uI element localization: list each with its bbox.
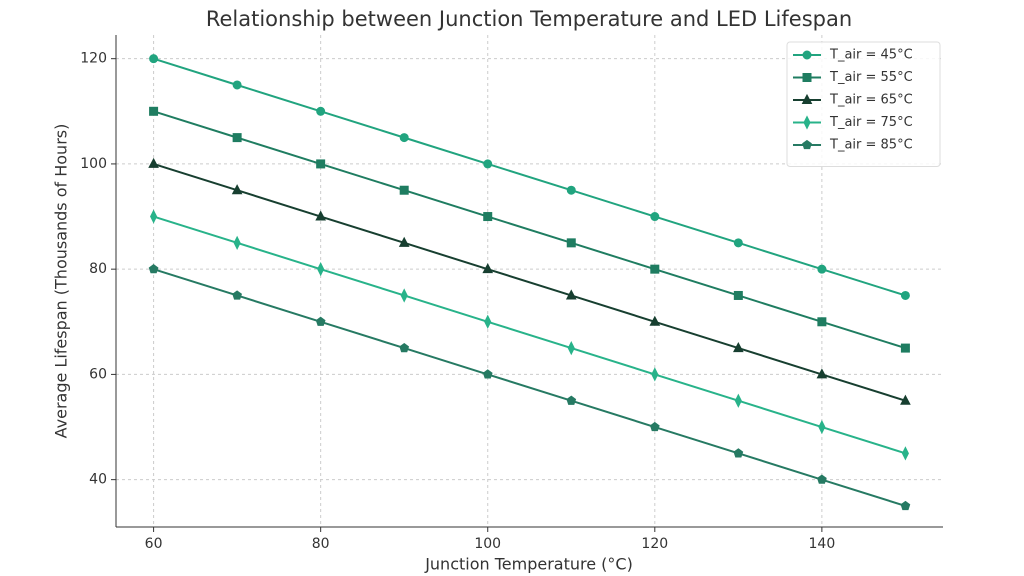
y-tick-label: 120 bbox=[80, 51, 107, 67]
marker bbox=[315, 210, 326, 221]
marker bbox=[399, 342, 410, 353]
series-line bbox=[153, 268, 906, 507]
x-axis-label: Junction Temperature (°C) bbox=[424, 555, 633, 574]
marker bbox=[400, 288, 408, 303]
marker bbox=[232, 290, 242, 300]
marker bbox=[650, 264, 660, 274]
series-line bbox=[153, 57, 906, 297]
legend-label: T_air = 65°C bbox=[829, 93, 913, 108]
marker bbox=[733, 342, 744, 353]
marker bbox=[566, 185, 576, 195]
legend-label: T_air = 55°C bbox=[829, 70, 913, 85]
series-line bbox=[153, 110, 906, 350]
marker bbox=[900, 343, 910, 353]
marker bbox=[231, 184, 243, 195]
marker bbox=[149, 54, 159, 64]
marker bbox=[148, 264, 159, 274]
marker bbox=[734, 393, 742, 408]
legend-label: T_air = 85°C bbox=[829, 138, 913, 153]
marker bbox=[649, 315, 661, 326]
marker bbox=[803, 115, 811, 130]
marker bbox=[733, 448, 744, 458]
y-tick-label: 100 bbox=[80, 156, 107, 172]
marker bbox=[149, 106, 159, 116]
legend-box bbox=[786, 41, 941, 167]
marker bbox=[398, 236, 410, 247]
marker bbox=[399, 185, 409, 195]
marker bbox=[232, 80, 242, 90]
marker bbox=[817, 317, 827, 327]
marker bbox=[901, 446, 909, 461]
marker bbox=[483, 212, 493, 222]
marker bbox=[316, 106, 326, 116]
marker bbox=[817, 264, 827, 274]
marker bbox=[484, 314, 492, 329]
marker bbox=[900, 394, 911, 405]
marker bbox=[482, 263, 494, 274]
x-tick-label: 120 bbox=[641, 536, 668, 552]
y-axis-label: Average Lifespan (Thousands of Hours) bbox=[52, 124, 71, 439]
marker bbox=[817, 474, 827, 484]
marker bbox=[649, 421, 660, 432]
marker bbox=[802, 73, 812, 82]
marker bbox=[802, 50, 812, 60]
marker bbox=[399, 133, 409, 143]
marker bbox=[801, 93, 813, 104]
marker bbox=[900, 290, 910, 300]
x-tick-label: 80 bbox=[312, 536, 330, 552]
marker bbox=[733, 238, 743, 248]
marker bbox=[818, 419, 826, 435]
series-line bbox=[153, 162, 906, 402]
marker bbox=[567, 340, 575, 356]
marker bbox=[566, 238, 576, 248]
marker bbox=[148, 157, 159, 168]
marker bbox=[233, 235, 241, 250]
marker bbox=[315, 316, 326, 326]
legend-label: T_air = 75°C bbox=[829, 115, 913, 130]
marker bbox=[650, 212, 660, 222]
x-tick-label: 60 bbox=[145, 536, 163, 552]
x-tick-label: 100 bbox=[474, 536, 501, 552]
series-line bbox=[153, 215, 906, 455]
marker bbox=[317, 262, 325, 277]
marker bbox=[565, 289, 577, 300]
marker bbox=[566, 395, 577, 405]
marker bbox=[483, 159, 493, 169]
chart-title: Relationship between Junction Temperatur… bbox=[206, 7, 852, 31]
y-tick-label: 60 bbox=[89, 366, 107, 382]
marker bbox=[482, 369, 493, 379]
marker bbox=[150, 209, 158, 224]
legend: T_air = 45°C T_air = 55°C T_air = 65°C T_ai… bbox=[786, 41, 941, 167]
y-tick-label: 80 bbox=[89, 261, 107, 277]
y-tick-label: 40 bbox=[89, 472, 107, 488]
marker bbox=[900, 500, 911, 511]
marker bbox=[232, 133, 242, 143]
marker bbox=[816, 368, 828, 379]
marker bbox=[733, 290, 743, 300]
marker bbox=[316, 159, 326, 169]
marker bbox=[651, 367, 659, 382]
legend-label: T_air = 45°C bbox=[829, 48, 913, 63]
marker bbox=[802, 139, 812, 150]
x-tick-label: 140 bbox=[809, 536, 836, 552]
